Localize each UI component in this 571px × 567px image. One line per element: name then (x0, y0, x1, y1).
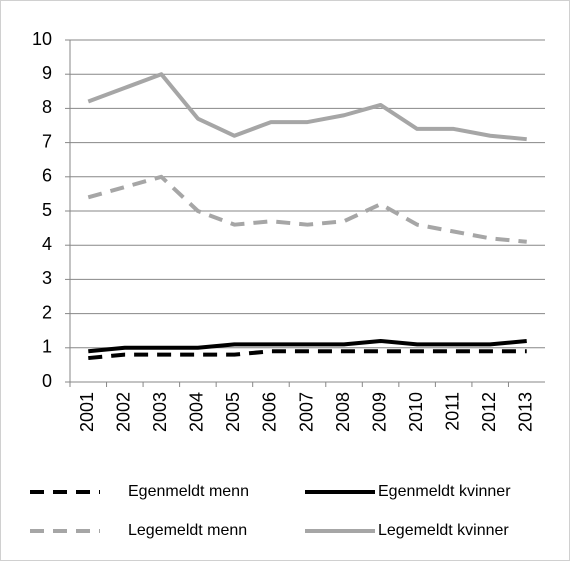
series-line (87, 174, 527, 244)
x-tick-label: 2009 (369, 392, 389, 432)
x-tick-label: 2013 (515, 392, 535, 432)
x-tick-label: 2002 (114, 392, 134, 432)
legend-label: Egenmeldt menn (128, 483, 249, 500)
y-tick-label: 5 (42, 200, 52, 220)
x-tick-label: 2004 (187, 392, 207, 432)
y-tick-label: 3 (42, 268, 52, 288)
y-tick-label: 2 (42, 302, 52, 322)
series-line (87, 72, 527, 142)
x-tick-label: 2008 (333, 392, 353, 432)
y-tick-label: 9 (42, 63, 52, 83)
legend-label: Legemeldt kvinner (378, 522, 509, 539)
x-tick-label: 2011 (442, 392, 462, 431)
series-line (88, 338, 527, 354)
x-tick-label: 2001 (77, 392, 97, 432)
y-tick-label: 6 (42, 166, 52, 186)
y-tick-label: 7 (42, 131, 52, 151)
y-tick-label: 10 (32, 29, 52, 49)
y-tick-label: 0 (42, 371, 52, 391)
legend-label: Legemeldt menn (128, 522, 247, 539)
x-tick-label: 2012 (479, 392, 499, 432)
x-tick-label: 2003 (150, 392, 170, 432)
x-tick-label: 2007 (296, 392, 316, 432)
x-tick-label: 2006 (260, 392, 280, 432)
x-tick-label: 2010 (406, 392, 426, 432)
y-tick-label: 8 (42, 97, 52, 117)
x-tick-label: 2005 (223, 392, 243, 432)
y-tick-label: 4 (42, 234, 52, 254)
legend-label: Egenmeldt kvinner (378, 483, 511, 500)
series-line (88, 349, 527, 361)
y-tick-label: 1 (42, 337, 52, 357)
